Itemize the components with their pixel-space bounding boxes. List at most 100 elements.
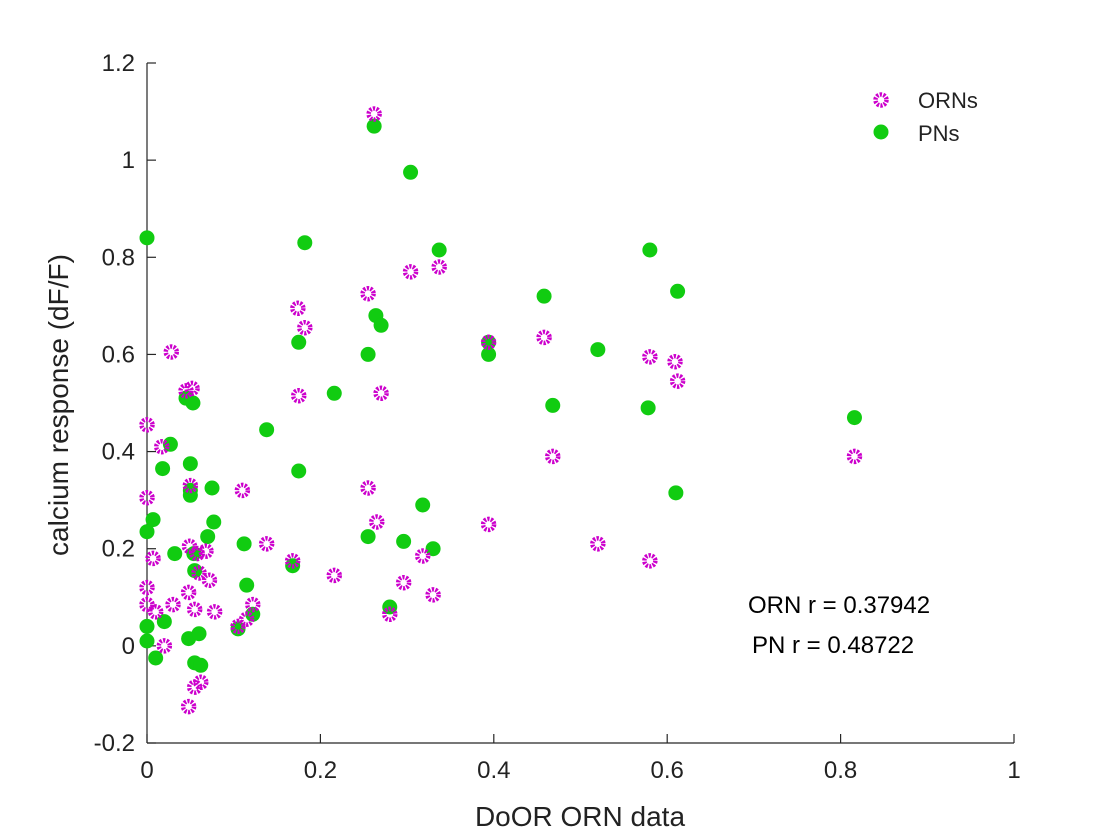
orn-point bbox=[545, 448, 561, 465]
orn-point bbox=[145, 550, 161, 567]
pn-point bbox=[642, 242, 658, 258]
orn-point bbox=[139, 596, 155, 613]
orn-correlation-label: ORN r = 0.37942 bbox=[748, 592, 930, 619]
orn-point bbox=[669, 373, 686, 389]
pn-point bbox=[139, 618, 155, 634]
pn-point bbox=[360, 529, 376, 545]
orn-point bbox=[414, 548, 431, 564]
x-tick-label: 0.4 bbox=[477, 757, 510, 784]
orn-point bbox=[395, 574, 412, 591]
y-tick-label: 0.6 bbox=[102, 341, 135, 368]
x-axis-label: DoOR ORN data bbox=[475, 801, 685, 832]
x-tick-label: 0.2 bbox=[304, 757, 337, 784]
pn-point bbox=[167, 546, 183, 562]
pn-point bbox=[185, 395, 201, 411]
pn-point bbox=[536, 288, 552, 304]
orn-point bbox=[360, 285, 376, 302]
orn-point bbox=[258, 536, 275, 552]
orn-point bbox=[642, 553, 658, 569]
pn-point bbox=[670, 283, 686, 299]
pn-point bbox=[259, 422, 275, 438]
orn-point bbox=[180, 584, 197, 601]
pn-point bbox=[139, 633, 155, 649]
y-tick-label: 1.2 bbox=[102, 50, 135, 77]
pn-point bbox=[590, 342, 606, 358]
orn-point bbox=[846, 448, 863, 465]
orn-point bbox=[139, 579, 155, 596]
orn-point bbox=[193, 674, 209, 691]
y-tick-label: 0 bbox=[122, 633, 135, 660]
orn-point bbox=[182, 477, 199, 494]
pn-point bbox=[204, 480, 220, 496]
pn-point bbox=[291, 334, 307, 350]
orn-point bbox=[284, 553, 301, 569]
orn-point bbox=[198, 543, 214, 559]
pn-point bbox=[668, 485, 684, 501]
pn-point bbox=[291, 463, 307, 479]
orn-point bbox=[139, 489, 155, 506]
pn-point bbox=[373, 317, 389, 333]
data-points bbox=[139, 106, 863, 715]
orn-point bbox=[165, 596, 181, 613]
orn-point bbox=[369, 514, 385, 530]
orn-point bbox=[297, 319, 313, 336]
pn-point bbox=[191, 626, 207, 642]
x-tick-label: 0.8 bbox=[824, 757, 857, 784]
orn-point bbox=[425, 587, 441, 603]
legend-label-orns: ORNs bbox=[918, 88, 978, 113]
pn-point bbox=[297, 235, 313, 251]
y-tick-label: 0.8 bbox=[102, 244, 135, 271]
pn-correlation-label: PN r = 0.48722 bbox=[752, 632, 914, 659]
pn-point bbox=[182, 456, 198, 472]
orn-point bbox=[431, 259, 447, 275]
pn-point bbox=[481, 346, 497, 362]
pn-point bbox=[206, 514, 222, 530]
pn-point bbox=[148, 650, 164, 666]
orn-point bbox=[189, 545, 206, 562]
y-tick-label: 1 bbox=[122, 147, 135, 174]
orn-point bbox=[382, 606, 398, 623]
pn-point bbox=[236, 536, 252, 552]
orn-point bbox=[206, 604, 223, 620]
legend: ORNs PNs bbox=[873, 88, 978, 146]
pn-point bbox=[640, 400, 656, 416]
orn-point bbox=[590, 536, 606, 552]
pn-point bbox=[326, 385, 342, 401]
pn-point bbox=[155, 461, 171, 477]
orn-point bbox=[230, 618, 246, 635]
legend-label-pns: PNs bbox=[918, 121, 960, 146]
y-tick-label: 0.4 bbox=[102, 439, 135, 466]
orn-point bbox=[245, 596, 261, 613]
pn-point bbox=[545, 397, 561, 413]
y-axis-label: calcium response (dF/F) bbox=[43, 254, 74, 556]
x-tick-label: 0 bbox=[140, 757, 153, 784]
legend-marker-pns bbox=[873, 124, 889, 140]
orn-point bbox=[480, 334, 497, 351]
pn-point bbox=[360, 346, 376, 362]
orn-point bbox=[184, 380, 200, 397]
pn-point bbox=[846, 410, 862, 426]
orn-point bbox=[366, 106, 382, 122]
pn-point bbox=[396, 533, 412, 549]
y-tick-label: -0.2 bbox=[94, 730, 135, 757]
axis-ticks: 0 0.2 0.4 0.6 0.8 1-0.200.20.40.60.811.2 bbox=[94, 50, 1021, 784]
orn-point bbox=[402, 264, 419, 280]
x-tick-label: 0.6 bbox=[651, 757, 684, 784]
pn-point bbox=[145, 512, 161, 528]
orn-point bbox=[536, 329, 552, 346]
pn-point bbox=[366, 118, 382, 134]
pn-point bbox=[425, 541, 441, 557]
orn-point bbox=[326, 567, 343, 584]
pn-point bbox=[415, 497, 431, 513]
pn-point bbox=[431, 242, 447, 258]
orn-point bbox=[290, 387, 307, 404]
pn-point bbox=[200, 529, 216, 545]
pn-point bbox=[239, 577, 255, 593]
pn-point bbox=[139, 230, 155, 246]
y-tick-label: 0.2 bbox=[102, 536, 135, 563]
orn-point bbox=[156, 638, 173, 654]
orn-point bbox=[480, 516, 497, 533]
pn-point bbox=[193, 657, 209, 673]
orn-point bbox=[373, 385, 389, 402]
